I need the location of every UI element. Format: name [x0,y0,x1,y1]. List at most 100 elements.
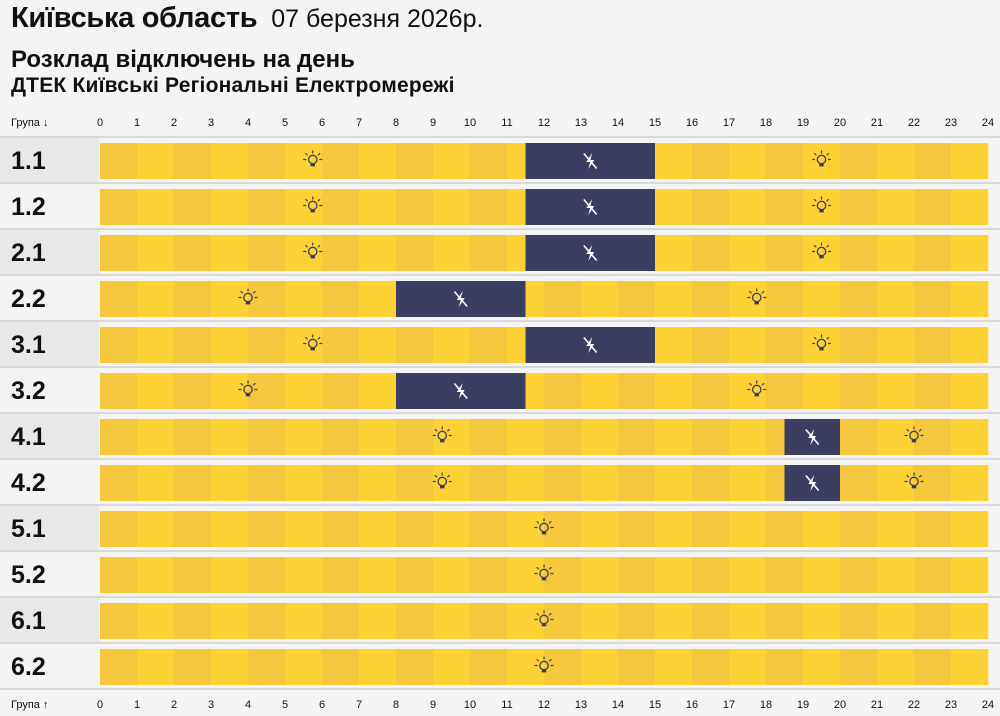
hour-tick-label: 7 [356,699,362,711]
bulb-base [819,347,824,351]
hour-cell [322,189,360,225]
hour-cell [174,281,212,317]
row-divider [0,320,1000,322]
lightbulb-icon [432,426,452,443]
lightbulb-icon [303,196,323,213]
bulb-ray [906,428,910,432]
group-label-cell [0,368,99,412]
group-label-cell [0,276,99,320]
bulb-glass [539,614,549,625]
group-label: 5.2 [11,561,46,589]
hour-cell [544,465,582,501]
hour-cell [581,649,619,685]
no-power-icon [583,199,598,215]
row-divider [0,228,1000,230]
hour-cell [544,603,582,639]
hour-tick-label: 24 [982,117,994,129]
hour-cell [655,327,693,363]
hour-tick-label: 7 [356,117,362,129]
hour-cell [544,373,582,409]
bulb-ray [548,612,552,616]
group-label: 4.2 [11,469,46,497]
group-row-1-1: 1.1 [0,136,1000,182]
lightbulb-icon [534,656,554,673]
hour-tick-label: 13 [575,117,587,129]
bulb-base [310,347,315,351]
lightbulb-icon [811,242,832,259]
hour-cell [507,557,545,593]
hour-cell [655,419,693,455]
group-label: 4.1 [11,423,46,451]
hour-cell [692,419,730,455]
hour-cell [729,327,767,363]
hour-tick-label: 20 [834,699,846,711]
hour-cell [951,649,989,685]
hour-tick-label: 1 [134,699,140,711]
strike-line [805,475,820,491]
hour-cell [248,235,286,271]
hour-tick-label: 3 [208,699,214,711]
hour-cell [433,419,471,455]
lightbulb-icon [238,288,258,305]
hour-cell [470,603,508,639]
bulb-ray [826,152,830,156]
bulb-ray [536,520,540,524]
hour-cell [322,419,360,455]
hour-cell [951,419,989,455]
hour-cell [322,235,360,271]
group-row-6-1: 6.1 [0,596,1000,642]
hour-cell [877,143,915,179]
hour-cell [729,281,767,317]
hour-cell [359,235,397,271]
hour-cell [581,419,619,455]
hour-cell [581,373,619,409]
hour-cell [137,511,175,547]
hour-cell [766,649,804,685]
hour-tick-label: 14 [612,699,624,711]
hour-cell [803,557,841,593]
bulb-ray [447,428,450,432]
hour-cell [285,235,323,271]
hour-cell [766,143,804,179]
group-row-2-2: 2.2 [0,274,1000,320]
bulb-glass [816,246,827,257]
bulb-base [310,209,315,213]
hour-cell [248,603,286,639]
hour-tick-label: 17 [723,699,735,711]
hour-cell [618,419,656,455]
hour-cell [470,649,508,685]
group-axis-label: Група ↑ [11,699,48,711]
hour-tick-label: 11 [501,117,512,129]
hour-cell [692,649,730,685]
hour-tick-label: 8 [393,117,399,129]
hour-cell [285,603,323,639]
hour-cell [618,465,656,501]
hour-cell [877,419,915,455]
strike-line [453,383,468,399]
hour-cell [581,511,619,547]
hour-tick-label: 12 [538,699,550,711]
hour-cell [322,649,360,685]
hour-cell [544,511,582,547]
bulb-base [440,485,445,489]
group-label-cell [0,460,99,504]
hour-cell [174,649,212,685]
hour-cell [951,189,989,225]
hour-tick-label: 16 [686,117,698,129]
hour-tick-label: 0 [97,699,103,711]
hour-cell [840,511,878,547]
hour-cell [359,603,397,639]
hour-cell [507,511,545,547]
hour-cell [729,603,767,639]
hour-cell [914,511,952,547]
region-title: Київська область 07 березня 2026р. [11,2,483,35]
hour-cell [618,511,656,547]
hour-cell [692,511,730,547]
hour-cell [470,557,508,593]
group-label-cell [0,138,99,182]
hour-cell [692,281,730,317]
hour-cell [655,143,693,179]
hour-cell [840,649,878,685]
group-row-5-2: 5.2 [0,550,1000,596]
hour-cell [877,465,915,501]
